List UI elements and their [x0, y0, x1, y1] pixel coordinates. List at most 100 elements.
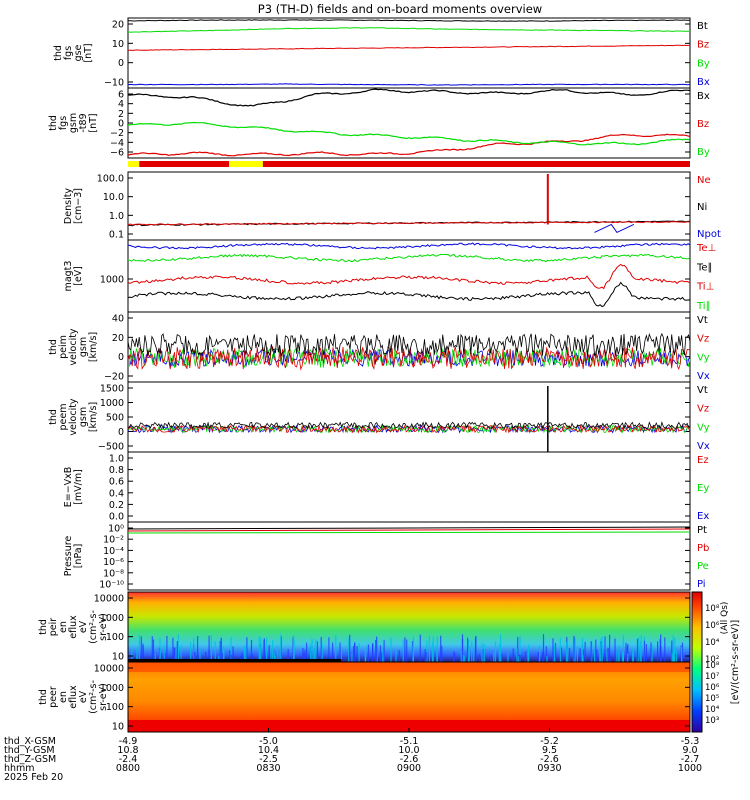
spectrogram-speckle [440, 635, 442, 662]
spectrogram-speckle [542, 651, 544, 662]
y-axis-label: [nT] [88, 113, 99, 132]
legend-entry: Pb [697, 543, 709, 554]
spectrogram-speckle [272, 640, 274, 662]
x-tick-label: -5.3 [681, 736, 700, 747]
legend-entry: Npot [697, 229, 721, 240]
mode-segment [229, 161, 263, 167]
colorbar-tick: 10⁴ [705, 638, 720, 648]
y-tick-label: 100.0 [97, 174, 124, 185]
y-tick-label: 0 [118, 58, 124, 69]
spectrogram-speckle [154, 653, 156, 662]
chart-title: P3 (TH-D) fields and on-board moments ov… [258, 2, 542, 16]
spectrogram-speckle [395, 650, 397, 662]
peem-velocity-frame [127, 381, 691, 453]
x-tick-label: 10.8 [117, 745, 138, 756]
spectrogram-speckle [332, 642, 334, 662]
y-axis-label: gsm [78, 337, 89, 357]
y-tick-label: 100 [106, 632, 124, 643]
spectrogram-speckle [643, 640, 646, 662]
spectrogram-speckle [273, 653, 275, 662]
mode-segment [128, 161, 140, 167]
spectrogram-speckle [210, 634, 212, 662]
spectrogram-speckle [463, 655, 465, 662]
spectrogram-speckle [432, 636, 434, 662]
spectrogram-speckle [471, 640, 473, 662]
spectrogram-speckle [431, 642, 433, 662]
spectrogram-speckle [441, 645, 443, 662]
y-tick-label: 10⁻⁸ [103, 568, 124, 579]
y-tick-label: 20 [112, 20, 124, 31]
spectrogram-speckle [461, 634, 464, 662]
spectrogram-speckle [223, 649, 225, 662]
legend-entry: Pe [697, 561, 709, 572]
spectrogram-speckle [609, 634, 611, 662]
spectrogram-speckle [651, 644, 653, 662]
spectrogram-speckle [498, 643, 500, 662]
spectrogram-speckle [140, 636, 142, 662]
spectrogram-speckle [512, 648, 514, 662]
spectrogram-speckle [561, 647, 563, 662]
y-tick-label: 1000 [100, 275, 124, 286]
series-line [127, 221, 691, 226]
y-axis-label: fgs [63, 46, 74, 60]
spectrogram-speckle [176, 641, 178, 662]
legend-entry: Ti∥ [696, 301, 711, 312]
spectrogram-speckle [494, 641, 497, 662]
spectrogram-speckle [208, 635, 210, 662]
spectrogram-speckle [554, 642, 557, 662]
spectrogram-speckle [426, 640, 428, 662]
y-tick-label: 10⁻⁴ [103, 546, 124, 557]
spectrogram-speckle [245, 644, 247, 662]
y-axis-label: thd [38, 689, 49, 705]
spectrogram-speckle [545, 646, 547, 662]
spectrogram-speckle [220, 637, 222, 662]
y-tick-label: 1000 [100, 398, 124, 409]
spectrogram-speckle [240, 655, 242, 662]
legend-entry: Vx [697, 441, 710, 452]
spectrogram-speckle [671, 653, 673, 662]
spectrogram-speckle [412, 636, 414, 662]
spectrogram-speckle [527, 652, 529, 662]
axis-row-label: thd_Y-GSM [4, 745, 55, 756]
y-tick-label: 10 [112, 39, 124, 50]
spectrogram-speckle [252, 654, 254, 662]
axis-row-label: thd_Z-GSM [4, 754, 56, 765]
spectrogram-speckle [229, 650, 231, 662]
spectrogram-speckle [303, 652, 305, 662]
spectrogram-speckle [638, 637, 640, 662]
spectrogram-speckle [383, 640, 385, 662]
spectrogram-speckle [315, 639, 317, 662]
legend-entry: Vt [697, 315, 708, 326]
legend-entry: By [697, 147, 710, 158]
y-tick-label: −10 [104, 78, 124, 89]
spectrogram-speckle [681, 642, 684, 662]
spectrogram-speckle [596, 649, 598, 662]
spectrogram-speckle [266, 637, 268, 662]
legend-entry: Bt [697, 21, 708, 32]
y-tick-label: 6 [118, 90, 124, 101]
legend-entry: Te⊥ [696, 243, 716, 254]
spectrogram-speckle [676, 650, 678, 662]
colorbar [691, 591, 703, 733]
colorbar-tick: 10³ [705, 716, 719, 726]
spectrogram-speckle [166, 635, 168, 662]
spectrogram-speckle [250, 640, 253, 662]
spectrogram-speckle [627, 653, 629, 662]
spectrogram-speckle [356, 646, 358, 662]
series-line [127, 27, 691, 33]
x-tick-label: 0900 [397, 763, 421, 774]
spectrogram-speckle [674, 638, 676, 662]
y-tick-label: 10 [112, 652, 124, 663]
colorbar-tick: 10⁸ [705, 604, 720, 614]
y-tick-label: 0 [118, 119, 124, 130]
y-tick-label: 10000 [94, 594, 124, 605]
y-axis-label: en [58, 691, 69, 703]
y-axis-label: thd [38, 619, 49, 635]
legend-entry: Bz [697, 119, 709, 130]
y-tick-label: 10 [112, 722, 124, 733]
y-axis-label: sr-eV) [98, 683, 109, 711]
spectrogram-speckle [406, 639, 408, 662]
y-axis-label: eflux [68, 685, 79, 709]
